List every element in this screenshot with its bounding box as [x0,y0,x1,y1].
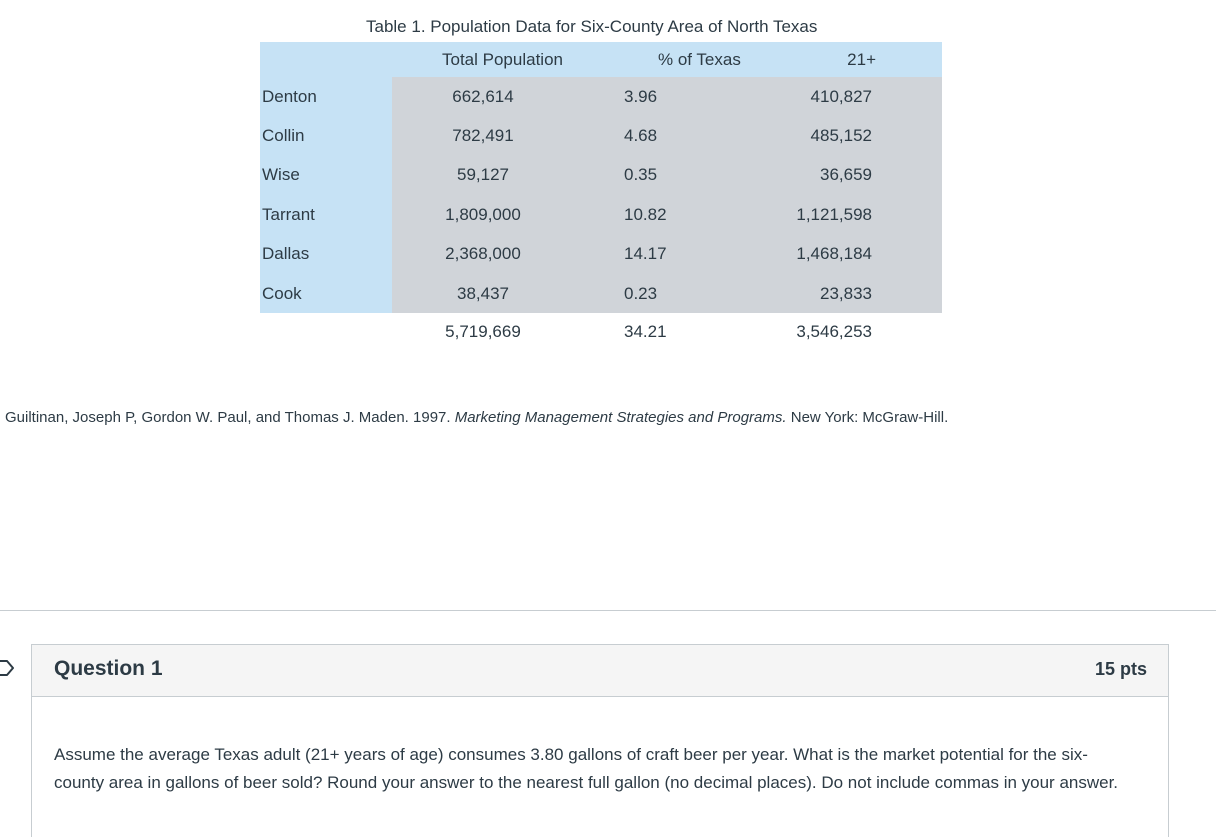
table-row: Tarrant 1,809,000 10.82 1,121,598 [260,195,942,235]
citation-publisher: New York: McGraw-Hill. [786,409,949,426]
adult-population-cell: 1,468,184 [754,234,942,274]
county-name: Tarrant [260,195,392,235]
table-row: Cook 38,437 0.23 23,833 [260,273,942,314]
county-name: Cook [260,273,392,314]
table-caption: Table 1. Population Data for Six-County … [366,17,818,36]
citation: Guiltinan, Joseph P, Gordon W. Paul, and… [5,409,948,426]
total-population-sum: 5,719,669 [392,313,614,352]
header-county [260,42,392,77]
header-21-plus: 21+ [754,42,942,77]
county-name: Collin [260,116,392,156]
adult-population-cell: 23,833 [754,273,942,314]
total-population-cell: 38,437 [392,273,614,314]
total-population-cell: 59,127 [392,155,614,196]
percent-cell: 14.17 [614,234,754,274]
header-total-population: Total Population [392,42,614,77]
totals-label [260,313,392,352]
adult-population-sum: 3,546,253 [754,313,942,352]
total-population-cell: 782,491 [392,116,614,156]
table-row: Denton 662,614 3.96 410,827 [260,77,942,117]
county-name: Dallas [260,234,392,274]
adult-population-cell: 1,121,598 [754,195,942,235]
percent-cell: 3.96 [614,77,754,117]
percent-cell: 4.68 [614,116,754,156]
adult-population-cell: 485,152 [754,116,942,156]
question-card: Question 1 15 pts Assume the average Tex… [31,644,1169,837]
flag-question-icon[interactable] [0,659,16,677]
county-name: Denton [260,77,392,117]
total-population-cell: 2,368,000 [392,234,614,274]
percent-cell: 0.23 [614,273,754,314]
total-population-cell: 1,809,000 [392,195,614,235]
question-title: Question 1 [54,657,163,680]
table-row: Wise 59,127 0.35 36,659 [260,155,942,196]
percent-cell: 10.82 [614,195,754,235]
table-totals-row: 5,719,669 34.21 3,546,253 [260,313,942,352]
table-row: Dallas 2,368,000 14.17 1,468,184 [260,234,942,274]
percent-cell: 0.35 [614,155,754,196]
citation-authors: Guiltinan, Joseph P, Gordon W. Paul, and… [5,409,455,426]
total-population-cell: 662,614 [392,77,614,117]
section-divider [0,610,1216,611]
question-header: Question 1 15 pts [32,645,1168,697]
question-text: Assume the average Texas adult (21+ year… [54,745,1119,792]
table-header-row: Total Population % of Texas 21+ [260,42,942,77]
question-points: 15 pts [1094,659,1147,679]
percent-sum: 34.21 [614,313,754,352]
table-row: Collin 782,491 4.68 485,152 [260,116,942,156]
population-table: Total Population % of Texas 21+ Denton 6… [260,42,942,352]
header-percent-of-texas: % of Texas [614,42,754,77]
citation-title: Marketing Management Strategies and Prog… [454,409,787,426]
adult-population-cell: 36,659 [754,155,942,196]
county-name: Wise [260,155,392,196]
adult-population-cell: 410,827 [754,77,942,117]
